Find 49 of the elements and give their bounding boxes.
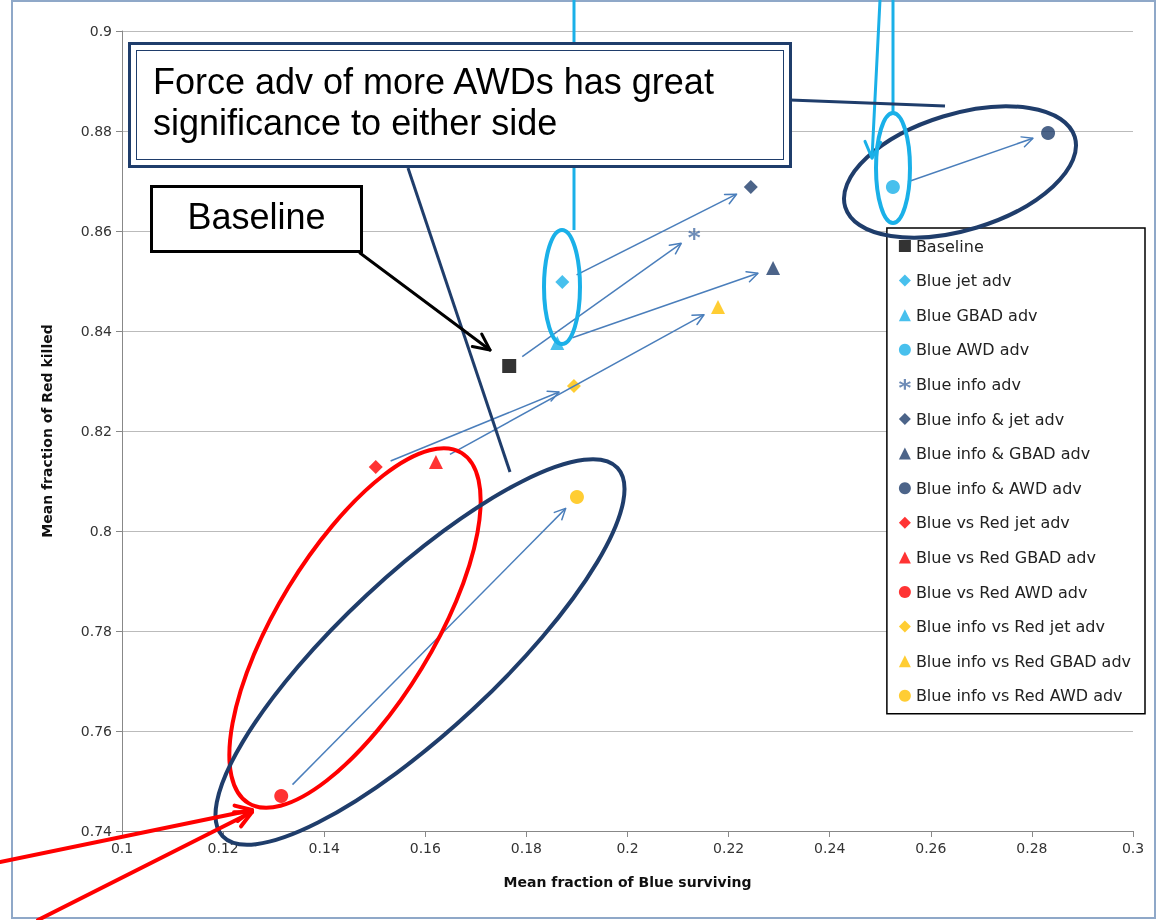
legend-label: Blue info & AWD adv [915, 478, 1082, 498]
point [555, 275, 570, 289]
x-tick-label: 0.3 [1121, 840, 1145, 856]
point [569, 490, 584, 504]
y-tick-label: 0.82 [80, 423, 112, 439]
x-tick-label: 0.1 [110, 840, 134, 856]
callout-box: Baseline [150, 185, 363, 253]
legend-label: Blue info adv [915, 374, 1021, 394]
legend-label: Blue info & GBAD adv [915, 444, 1091, 464]
x-tick-label: 0.16 [409, 840, 441, 856]
point [1041, 126, 1056, 140]
point [743, 180, 758, 194]
y-tick-label: 0.84 [80, 323, 113, 339]
legend-label: Blue vs Red AWD adv [915, 582, 1088, 602]
y-tick-label: 0.86 [80, 223, 113, 239]
point [710, 300, 725, 314]
x-tick-label: 0.24 [814, 840, 846, 856]
legend-label: Blue info & jet adv [915, 409, 1065, 429]
x-tick-label: 0.26 [915, 840, 947, 856]
legend-label: Blue info vs Red AWD adv [915, 686, 1123, 706]
legend-label: Blue GBAD adv [915, 305, 1038, 325]
legend-label: Blue info vs Red jet adv [915, 617, 1105, 637]
x-tick-label: 0.28 [1016, 840, 1048, 856]
legend-label: Baseline [915, 236, 984, 256]
point [274, 789, 289, 803]
legend-label: Blue vs Red GBAD adv [915, 547, 1096, 567]
point [885, 180, 900, 194]
legend-label: Blue info vs Red GBAD adv [915, 651, 1132, 671]
x-axis-title: Mean fraction of Blue surviving [503, 874, 752, 890]
x-tick-label: 0.2 [616, 840, 639, 856]
callout-box: Force adv of more AWDs has great significance to either side [128, 42, 792, 168]
y-tick-label: 0.78 [80, 623, 112, 639]
y-tick-label: 0.88 [80, 123, 112, 139]
y-axis-title: Mean fraction of Red killed [39, 324, 55, 538]
y-tick-label: 0.76 [80, 723, 113, 739]
legend-label: Blue vs Red jet adv [915, 513, 1070, 533]
legend-label: Blue jet adv [915, 271, 1012, 291]
legend-label: Blue AWD adv [915, 340, 1030, 360]
point [368, 460, 383, 474]
y-tick-label: 0.74 [80, 823, 113, 839]
y-tick-label: 0.9 [89, 23, 112, 39]
x-tick-label: 0.14 [308, 840, 340, 856]
point [502, 359, 517, 373]
x-tick-label: 0.18 [510, 840, 542, 856]
point [766, 261, 781, 275]
x-tick-label: 0.22 [713, 840, 745, 856]
point [428, 455, 443, 469]
point [688, 228, 701, 240]
y-tick-label: 0.8 [89, 523, 112, 539]
